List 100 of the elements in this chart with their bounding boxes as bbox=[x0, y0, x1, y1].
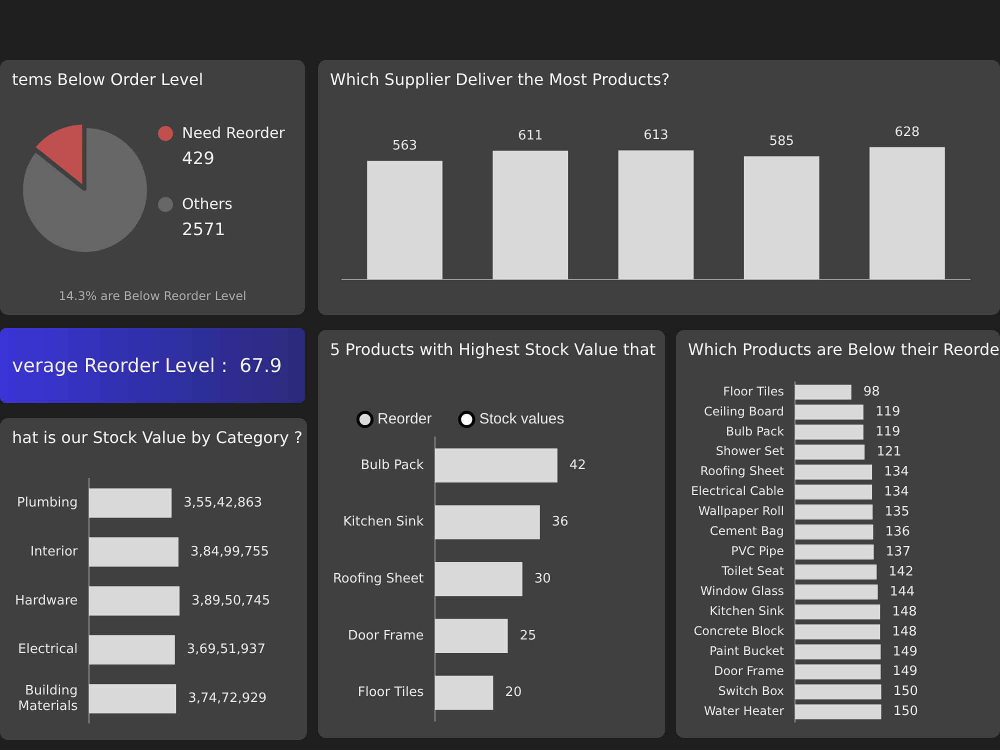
data-label: 150 bbox=[893, 684, 918, 700]
bar bbox=[795, 444, 865, 460]
y-tick-label: Paint Bucket bbox=[709, 644, 784, 658]
text: 14.3% are Below Reorder Level bbox=[58, 289, 248, 303]
y-tick-label: Door Frame bbox=[714, 664, 784, 678]
data-label: 613 bbox=[644, 128, 668, 144]
y-tick-label: Window Glass bbox=[700, 584, 784, 598]
chart-title: Which Supplier Deliver the Most Products? bbox=[330, 70, 670, 89]
text: verage Reorder Level : bbox=[12, 354, 228, 376]
bar bbox=[367, 160, 442, 280]
data-label: 3,89,50,745 bbox=[192, 593, 270, 608]
legend-label: Reorder bbox=[378, 410, 432, 428]
y-tick-label: Bulb Pack bbox=[360, 458, 424, 473]
bar bbox=[795, 544, 874, 560]
bar bbox=[795, 684, 882, 700]
y-tick-label: Hardware bbox=[15, 593, 78, 608]
data-label: 3,55,42,863 bbox=[184, 495, 262, 510]
y-tick-label: Toilet Seat bbox=[720, 564, 784, 578]
bar bbox=[795, 464, 872, 480]
text: 67.9 bbox=[240, 354, 282, 376]
bar bbox=[795, 504, 873, 520]
y-tick-label: Electrical Cable bbox=[690, 484, 784, 498]
data-label: 142 bbox=[888, 564, 914, 580]
data-label: 150 bbox=[893, 704, 918, 720]
y-tick-label: Floor Tiles bbox=[358, 685, 424, 700]
y-tick-label: Door Frame bbox=[348, 628, 424, 644]
bar bbox=[795, 644, 881, 660]
y-tick-label: PVC Pipe bbox=[731, 544, 784, 558]
bar bbox=[434, 618, 508, 653]
bar bbox=[795, 564, 877, 580]
data-label: 148 bbox=[892, 624, 917, 640]
y-tick-label: Wallpaper Roll bbox=[698, 504, 784, 518]
y-tick-label: Interior bbox=[30, 544, 78, 560]
data-label: 3,69,51,937 bbox=[186, 642, 266, 658]
chart-title: tems Below Order Level bbox=[12, 70, 204, 89]
y-tick-label: Cement Bag bbox=[710, 524, 784, 538]
legend-label: Others bbox=[182, 195, 232, 213]
legend-label: Stock values bbox=[479, 410, 564, 428]
data-label: 20 bbox=[505, 685, 522, 700]
bar bbox=[795, 704, 882, 720]
bar bbox=[744, 156, 820, 280]
bar bbox=[795, 604, 880, 620]
bar bbox=[795, 584, 878, 600]
data-label: 36 bbox=[552, 514, 568, 530]
y-tick-label: Concrete Block bbox=[694, 624, 784, 638]
bar bbox=[795, 384, 852, 400]
bar bbox=[795, 424, 864, 440]
bar bbox=[434, 505, 540, 540]
data-label: 149 bbox=[892, 664, 918, 680]
data-label: 42 bbox=[569, 458, 586, 473]
data-label: 563 bbox=[392, 138, 418, 154]
bar bbox=[870, 147, 945, 280]
data-label: 3,74,72,929 bbox=[188, 691, 267, 706]
y-tick-label: Switch Box bbox=[718, 684, 784, 698]
chart-title: hat is our Stock Value by Category ? bbox=[12, 428, 303, 447]
data-label: 121 bbox=[876, 444, 902, 460]
bar bbox=[795, 404, 864, 420]
data-label: 137 bbox=[886, 544, 911, 560]
data-label: 30 bbox=[534, 571, 551, 586]
bar bbox=[434, 676, 494, 710]
bar bbox=[795, 664, 881, 680]
data-label: 136 bbox=[885, 524, 910, 540]
data-label: 134 bbox=[884, 484, 909, 500]
bar bbox=[492, 150, 568, 280]
bar bbox=[795, 624, 880, 640]
data-label: 134 bbox=[884, 464, 909, 480]
y-tick-label: Shower Set bbox=[716, 444, 784, 458]
y-tick-label: Kitchen Sink bbox=[343, 514, 424, 530]
data-label: 25 bbox=[520, 628, 536, 644]
chart-title: 5 Products with Highest Stock Value that bbox=[330, 340, 656, 359]
data-label: 585 bbox=[769, 134, 794, 150]
y-tick-label: Roofing Sheet bbox=[700, 464, 784, 478]
bar bbox=[434, 448, 558, 482]
y-tick-label: Roofing Sheet bbox=[332, 571, 424, 586]
y-tick-label: Ceiling Board bbox=[704, 404, 784, 418]
data-label: 119 bbox=[875, 424, 900, 440]
y-tick-label: Building Materials bbox=[18, 683, 78, 714]
data-label: 3,84,99,755 bbox=[190, 544, 270, 560]
bar bbox=[795, 484, 872, 500]
y-tick-label: Kitchen Sink bbox=[710, 604, 784, 618]
bar bbox=[795, 524, 874, 540]
legend-label: Need Reorder bbox=[182, 124, 285, 142]
data-label: 149 bbox=[892, 644, 918, 660]
bar bbox=[434, 562, 522, 596]
y-tick-label: Water Heater bbox=[704, 704, 784, 718]
data-label: 429 bbox=[182, 149, 216, 169]
y-tick-label: Plumbing bbox=[17, 495, 78, 510]
data-label: 611 bbox=[518, 128, 543, 144]
data-label: 135 bbox=[884, 504, 910, 520]
data-label: 119 bbox=[875, 404, 900, 420]
chart-title: Which Products are Below their Reorde bbox=[688, 340, 1000, 359]
y-tick-label: Bulb Pack bbox=[726, 424, 784, 438]
data-label: 2571 bbox=[182, 220, 226, 240]
data-label: 148 bbox=[892, 604, 917, 620]
data-label: 628 bbox=[894, 125, 920, 140]
y-tick-label: Electrical bbox=[18, 642, 78, 658]
y-tick-label: Floor Tiles bbox=[723, 384, 784, 398]
data-label: 98 bbox=[863, 384, 880, 400]
bar bbox=[618, 150, 694, 280]
data-label: 144 bbox=[890, 584, 915, 600]
